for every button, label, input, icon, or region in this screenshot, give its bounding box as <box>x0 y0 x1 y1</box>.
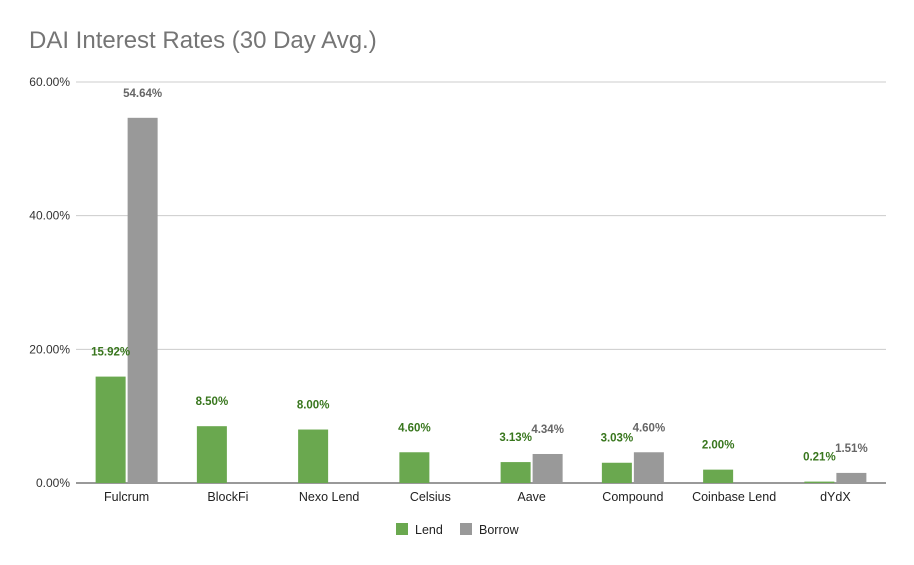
chart-title: DAI Interest Rates (30 Day Avg.) <box>29 27 377 54</box>
legend-label: Borrow <box>479 523 520 537</box>
bar-lend-6[interactable] <box>703 469 734 483</box>
y-tick-label: 20.00% <box>29 342 70 356</box>
bar-lend-2[interactable] <box>298 429 329 483</box>
data-label-lend: 3.13% <box>499 432 532 444</box>
bar-borrow-4[interactable] <box>532 453 563 483</box>
bar-lend-3[interactable] <box>399 452 430 483</box>
data-label-lend: 2.00% <box>702 440 735 452</box>
bar-lend-4[interactable] <box>500 462 531 483</box>
data-label-lend: 4.60% <box>398 422 431 434</box>
legend-label: Lend <box>415 523 443 537</box>
bar-borrow-7[interactable] <box>836 472 867 483</box>
x-tick-label: BlockFi <box>207 490 248 504</box>
y-axis: 0.00% 20.00% 40.00% 60.00% <box>29 75 70 490</box>
data-labels: 15.92% 54.64% 8.50% 8.00% 4.60% 3.13%4.34% 3.0… <box>91 88 868 464</box>
x-tick-label: Coinbase Lend <box>692 490 776 504</box>
data-label-borrow: 1.51% <box>835 443 868 455</box>
bar-lend-1[interactable] <box>196 426 227 483</box>
data-label-borrow: 4.60% <box>633 422 666 434</box>
bar-lend-5[interactable] <box>601 462 632 483</box>
x-axis: Fulcrum BlockFi Nexo Lend Celsius Aave Compou… <box>104 490 851 504</box>
legend-item-borrow[interactable]: Borrow <box>460 523 520 537</box>
y-tick-label: 40.00% <box>29 209 70 223</box>
x-tick-label: Compound <box>602 490 663 504</box>
bar-lend-0[interactable] <box>95 376 126 483</box>
data-label-lend: 8.00% <box>297 400 330 412</box>
data-label-borrow: 54.64% <box>123 88 162 100</box>
x-tick-label: Nexo Lend <box>299 490 360 504</box>
bar-lend-7[interactable] <box>804 481 835 483</box>
legend-swatch <box>396 523 408 535</box>
x-tick-label: Celsius <box>410 490 451 504</box>
legend-swatch <box>460 523 472 535</box>
legend[interactable]: Lend Borrow <box>396 523 520 537</box>
data-label-lend: 3.03% <box>601 433 634 445</box>
gridlines <box>76 81 886 484</box>
x-tick-label: dYdX <box>820 490 851 504</box>
bar-borrow-0[interactable] <box>127 117 158 484</box>
data-label-borrow: 4.34% <box>531 424 564 436</box>
data-label-lend: 0.21% <box>803 452 836 464</box>
bars <box>95 117 867 484</box>
x-tick-label: Aave <box>517 490 546 504</box>
data-label-lend: 15.92% <box>91 347 130 359</box>
x-tick-label: Fulcrum <box>104 490 149 504</box>
y-tick-label: 60.00% <box>29 75 70 89</box>
legend-item-lend[interactable]: Lend <box>396 523 443 537</box>
data-label-lend: 8.50% <box>196 396 229 408</box>
bar-borrow-5[interactable] <box>633 452 664 483</box>
y-tick-label: 0.00% <box>36 476 70 490</box>
